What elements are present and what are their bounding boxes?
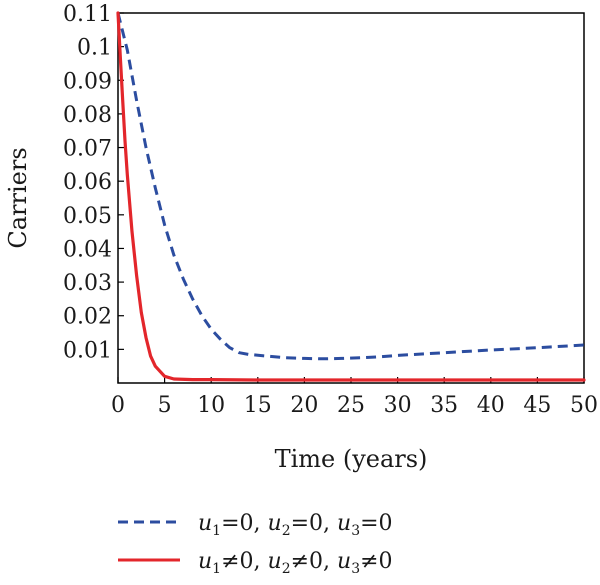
y-tick-label: 0.04 [63, 237, 112, 262]
y-tick-label: 0.09 [63, 69, 112, 94]
y-tick-label: 0.01 [63, 338, 112, 363]
y-tick-label: 0.05 [63, 204, 112, 229]
x-axis: 0 5 10 15 20 25 30 35 40 45 50 [111, 377, 598, 418]
x-tick-label: 40 [477, 393, 505, 418]
series-layer [116, 11, 586, 382]
y-tick-label: 0.1 [77, 36, 112, 61]
y-tick-label: 0.02 [63, 305, 112, 330]
x-tick-label: 5 [158, 393, 172, 418]
x-tick-label: 35 [430, 393, 458, 418]
x-tick-label: 50 [570, 393, 598, 418]
x-axis-label: Time (years) [275, 445, 428, 473]
legend-entry-2: u1≠0, u2≠0, u3≠0 [198, 549, 393, 577]
x-tick-label: 25 [337, 393, 365, 418]
legend-entry-1: u1=0, u2=0, u3=0 [198, 511, 393, 539]
x-tick-label: 15 [244, 393, 272, 418]
y-tick-label: 0.08 [63, 103, 112, 128]
plot-frame [117, 12, 585, 384]
y-axis-label: Carriers [4, 147, 32, 248]
series-line-2 [116, 11, 586, 382]
legend: u1=0, u2=0, u3=0 u1≠0, u2≠0, u3≠0 [118, 511, 393, 577]
plot-area: 0.01 0.02 0.03 0.04 0.05 0.06 0.07 0.08 0.09 0.1 0… [63, 2, 598, 418]
y-tick-label: 0.03 [63, 271, 112, 296]
series-line-1 [116, 12, 585, 361]
x-tick-label: 0 [111, 393, 125, 418]
y-tick-label: 0.11 [63, 2, 112, 27]
y-tick-label: 0.07 [63, 137, 112, 162]
x-tick-label: 45 [523, 393, 551, 418]
x-tick-label: 10 [197, 393, 225, 418]
x-tick-label: 20 [290, 393, 318, 418]
y-axis: 0.01 0.02 0.03 0.04 0.05 0.06 0.07 0.08 0.09 0.1 0… [63, 2, 124, 363]
y-tick-label: 0.06 [63, 170, 112, 195]
x-tick-label: 30 [384, 393, 412, 418]
